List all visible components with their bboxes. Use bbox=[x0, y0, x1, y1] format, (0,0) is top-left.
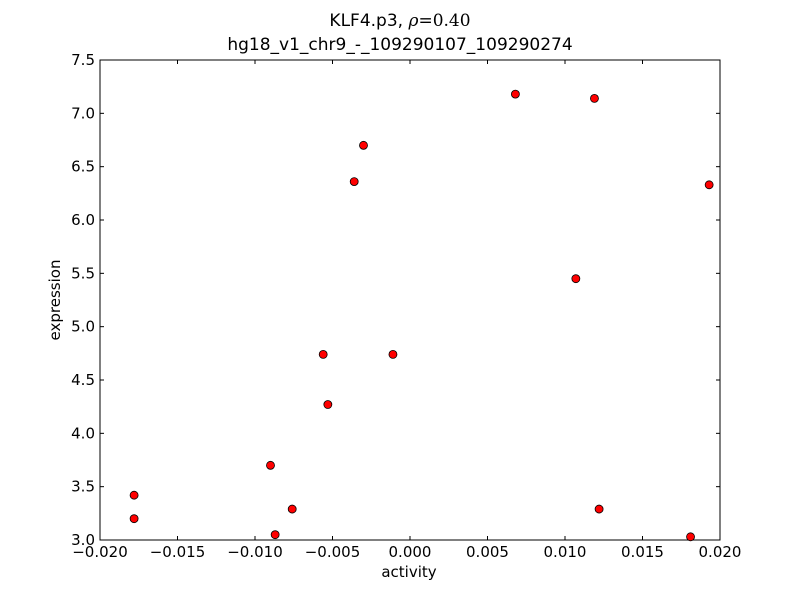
scatter-point bbox=[349, 177, 359, 187]
scatter-point bbox=[266, 460, 275, 470]
scatter-point bbox=[704, 180, 714, 190]
scatter-point bbox=[318, 349, 328, 359]
y-tick-label: 6.0 bbox=[71, 211, 95, 229]
x-tick-label: −0.005 bbox=[305, 543, 361, 561]
points-layer bbox=[129, 89, 714, 542]
x-tick-label: −0.015 bbox=[150, 543, 206, 561]
scatter-point bbox=[511, 89, 520, 99]
scatter-point bbox=[287, 504, 297, 514]
y-tick-label: 5.5 bbox=[71, 264, 95, 282]
y-tick-label: 7.0 bbox=[71, 104, 95, 122]
x-tick-label: −0.020 bbox=[72, 543, 128, 561]
y-tick-label: 3.0 bbox=[71, 531, 95, 549]
x-tick-label: 0.000 bbox=[389, 543, 432, 561]
scatter-point bbox=[129, 490, 139, 500]
chart-title-rho-symbol: ρ bbox=[408, 11, 419, 31]
x-tick-label: 0.010 bbox=[544, 543, 587, 561]
x-axis-label: activity bbox=[381, 563, 436, 581]
scatter-point bbox=[129, 514, 139, 524]
scatter-point bbox=[323, 400, 333, 409]
y-axis-label: expression bbox=[46, 260, 64, 341]
chart-title-rho-value: =0.40 bbox=[418, 11, 471, 31]
x-tick-label: 0.005 bbox=[466, 543, 509, 561]
scatter-point bbox=[594, 504, 604, 514]
x-tick-label: 0.015 bbox=[621, 543, 664, 561]
chart-title: KLF4.p3, ρ=0.40 bbox=[0, 11, 800, 31]
y-tick-label: 5.0 bbox=[71, 318, 95, 336]
chart-title-name: KLF4.p3, bbox=[329, 11, 404, 31]
axes-layer: −0.020 −0.015 −0.010 −0.005 0.000 0.005 0.010 0… bbox=[71, 51, 741, 561]
y-tick-label: 6.5 bbox=[71, 158, 95, 176]
scatter-point bbox=[359, 140, 368, 150]
y-tick-label: 7.5 bbox=[71, 51, 95, 69]
y-tick-label: 4.0 bbox=[71, 424, 95, 442]
scatter-point bbox=[270, 530, 280, 540]
scatter-point bbox=[590, 94, 599, 103]
scatter-point bbox=[571, 274, 581, 284]
y-tick-label: 4.5 bbox=[71, 371, 95, 389]
chart-subtitle: hg18_v1_chr9_-_109290107_109290274 bbox=[227, 35, 573, 55]
scatter-point bbox=[686, 532, 695, 542]
x-tick-label: 0.020 bbox=[699, 543, 742, 561]
plot-frame bbox=[99, 59, 721, 541]
scatter-point bbox=[388, 349, 398, 359]
y-tick-label: 3.5 bbox=[71, 478, 95, 496]
x-tick-label: −0.010 bbox=[227, 543, 283, 561]
